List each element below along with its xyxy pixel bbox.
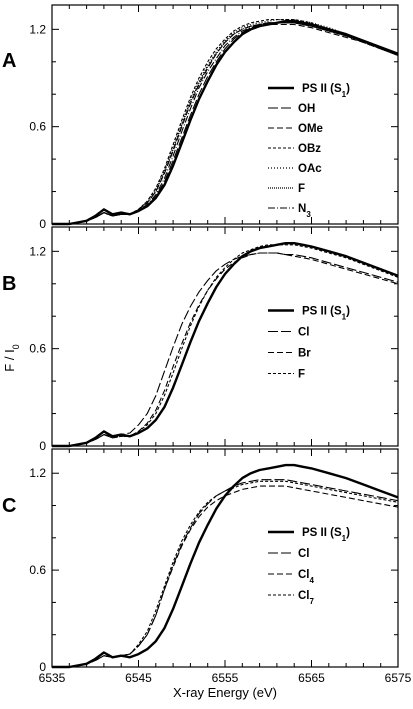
legend-label: Cl xyxy=(298,327,310,339)
panel-b: 0 0.6 1.2 B PS II (S1) Cl Br F xyxy=(2,226,399,453)
series-line-ps-ii-s1- xyxy=(52,241,399,448)
plot-frame xyxy=(51,448,399,668)
legend-label: Cl7 xyxy=(298,590,315,606)
series-line-f xyxy=(52,244,399,447)
legend-label: OH xyxy=(298,103,315,115)
legend-label: F xyxy=(298,183,305,195)
series-line-obz xyxy=(52,19,399,225)
y-tick-label: 1.2 xyxy=(29,244,46,258)
y-tick-label: 0.6 xyxy=(29,120,46,134)
y-tick-label: 0 xyxy=(39,660,46,674)
y-axis-title: F / I0 xyxy=(2,344,21,371)
plot-frame xyxy=(51,226,399,447)
legend-label: N3 xyxy=(298,203,311,219)
x-tick-label: 6535 xyxy=(39,671,66,685)
legend-label: OBz xyxy=(298,143,321,155)
series-line-cl xyxy=(52,479,399,668)
series-line-cl xyxy=(52,252,399,447)
legend-label: OMe xyxy=(298,123,323,135)
panel-letter: B xyxy=(2,273,16,295)
y-tick-label: 1.2 xyxy=(29,466,46,480)
series-line-ps-ii-s1- xyxy=(52,20,399,226)
series-line-ome xyxy=(52,23,399,225)
x-axis-title: X-ray Energy (eV) xyxy=(173,685,277,700)
series-line-cl4 xyxy=(52,485,399,668)
y-tick-label: 0.6 xyxy=(29,563,46,577)
panel-c: 0 0.6 1.2 C PS II (S1) Cl Cl4 Cl7 xyxy=(2,448,399,674)
series-line-ps-ii-s1- xyxy=(52,463,399,669)
y-tick-label: 1.2 xyxy=(29,22,46,36)
x-tick-label: 6555 xyxy=(212,671,239,685)
y-tick-label: 0.6 xyxy=(29,342,46,356)
legend-label: PS II (S1) xyxy=(302,83,350,99)
series-line-br xyxy=(52,252,399,447)
series-line-f xyxy=(52,22,399,225)
x-tick-label: 6575 xyxy=(385,671,412,685)
legend-label: PS II (S1) xyxy=(302,527,350,543)
y-tick-label: 0 xyxy=(39,439,46,453)
x-tick-label: 6565 xyxy=(298,671,325,685)
x-tick-label: 6545 xyxy=(125,671,152,685)
legend-label: Cl4 xyxy=(298,569,315,585)
series-line-cl7 xyxy=(52,480,399,668)
legend-label: F xyxy=(298,369,305,381)
y-tick-label: 0 xyxy=(39,217,46,231)
panel-letter: C xyxy=(2,495,16,517)
legend-label: PS II (S1) xyxy=(302,306,350,322)
legend-label: Br xyxy=(298,348,311,360)
legend-label: Cl xyxy=(298,548,310,560)
legend-label: OAc xyxy=(298,163,322,175)
panel-a: 0 0.6 1.2 A PS II (S1) OH OMe OBz OAc F N3 xyxy=(2,4,399,231)
panel-letter: A xyxy=(2,50,16,72)
series-line-n3 xyxy=(52,22,399,225)
